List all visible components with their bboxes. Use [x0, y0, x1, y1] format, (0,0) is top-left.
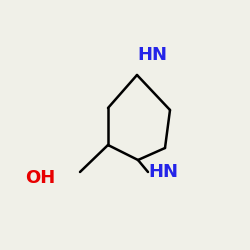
Text: HN: HN: [148, 163, 178, 181]
Text: HN: HN: [137, 46, 167, 64]
Text: OH: OH: [25, 169, 55, 187]
